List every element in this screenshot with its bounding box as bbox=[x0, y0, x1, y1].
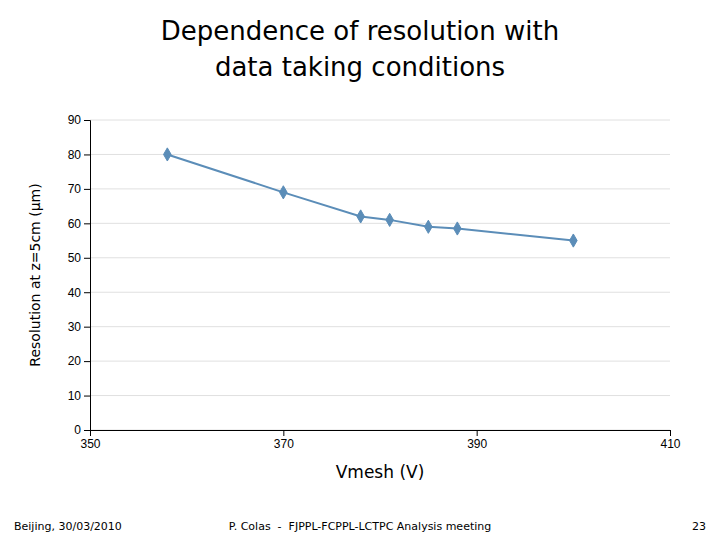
x-axis-title: Vmesh (V) bbox=[336, 462, 425, 482]
footer: P. Colas - FJPPL-FCPPL-LCTPC Analysis me… bbox=[229, 520, 491, 533]
tick-mark bbox=[84, 361, 90, 362]
tick-label: 80 bbox=[68, 148, 82, 162]
y-axis-title: Resolution at z=5cm (µm) bbox=[27, 183, 43, 366]
tick-mark bbox=[84, 258, 90, 259]
grid-line bbox=[90, 223, 670, 224]
tick-label: 40 bbox=[68, 286, 82, 300]
tick: 20 bbox=[68, 354, 90, 368]
tick: 50 bbox=[68, 251, 90, 265]
grid-line bbox=[90, 154, 670, 155]
title: data taking conditions bbox=[215, 52, 505, 82]
tick-label: 60 bbox=[68, 217, 82, 231]
axis-line bbox=[84, 121, 91, 431]
tick-label: 410 bbox=[660, 437, 680, 451]
grid-line bbox=[90, 361, 670, 362]
grid bbox=[90, 120, 670, 430]
tick: 60 bbox=[68, 217, 90, 231]
marker bbox=[386, 213, 394, 226]
tick: 40 bbox=[68, 286, 90, 300]
plot: 350 370 390 410 0 10 20 30 40 50 60 70 80 90 bbox=[68, 113, 681, 450]
grid-line bbox=[90, 326, 670, 327]
y-axis: 0 10 20 30 40 50 60 70 80 90 bbox=[68, 113, 91, 437]
grid-line bbox=[90, 257, 670, 258]
tick: 350 bbox=[80, 430, 100, 451]
grid-line bbox=[90, 188, 670, 189]
line bbox=[167, 154, 573, 240]
tick-label: 50 bbox=[68, 251, 82, 265]
marker bbox=[164, 148, 172, 161]
tick: 390 bbox=[467, 430, 487, 451]
tick-mark bbox=[84, 223, 90, 224]
tick: 90 bbox=[68, 113, 90, 127]
tick-mark bbox=[84, 430, 90, 431]
tick-label: 350 bbox=[80, 437, 100, 451]
axis-line bbox=[91, 431, 671, 437]
tick-mark bbox=[283, 430, 284, 436]
tick-label: 70 bbox=[68, 182, 82, 196]
marker bbox=[570, 234, 578, 247]
chart: Dependence of resolution with data taking… bbox=[0, 0, 720, 540]
tick-mark bbox=[670, 430, 671, 436]
marker bbox=[425, 220, 433, 233]
tick-mark bbox=[84, 396, 90, 397]
tick-label: 20 bbox=[68, 354, 82, 368]
tick-label: 30 bbox=[68, 320, 82, 334]
tick-mark bbox=[84, 120, 90, 121]
marker bbox=[280, 186, 288, 199]
tick: 80 bbox=[68, 148, 90, 162]
grid-line bbox=[90, 120, 670, 121]
tick-mark bbox=[477, 430, 478, 436]
footer: 23 bbox=[692, 520, 706, 533]
tick: 70 bbox=[68, 182, 90, 196]
tick-mark bbox=[84, 327, 90, 328]
marker bbox=[454, 222, 462, 235]
tick-mark bbox=[84, 292, 90, 293]
tick: 0 bbox=[74, 423, 90, 437]
tick-label: 370 bbox=[274, 437, 294, 451]
tick: 370 bbox=[274, 430, 294, 451]
tick: 410 bbox=[660, 430, 680, 451]
marker bbox=[357, 210, 365, 223]
footer: Beijing, 30/03/2010 bbox=[14, 520, 122, 533]
tick-label: 0 bbox=[74, 423, 81, 437]
grid-line bbox=[90, 395, 670, 396]
tick-label: 390 bbox=[467, 437, 487, 451]
tick-label: 10 bbox=[68, 389, 82, 403]
tick-label: 90 bbox=[68, 113, 82, 127]
tick-mark bbox=[84, 189, 90, 190]
series bbox=[164, 148, 578, 247]
tick: 30 bbox=[68, 320, 90, 334]
tick: 10 bbox=[68, 389, 90, 403]
x-axis: 350 370 390 410 bbox=[80, 430, 680, 451]
tick-mark bbox=[84, 154, 90, 155]
grid-line bbox=[90, 292, 670, 293]
title: Dependence of resolution with bbox=[161, 16, 559, 46]
